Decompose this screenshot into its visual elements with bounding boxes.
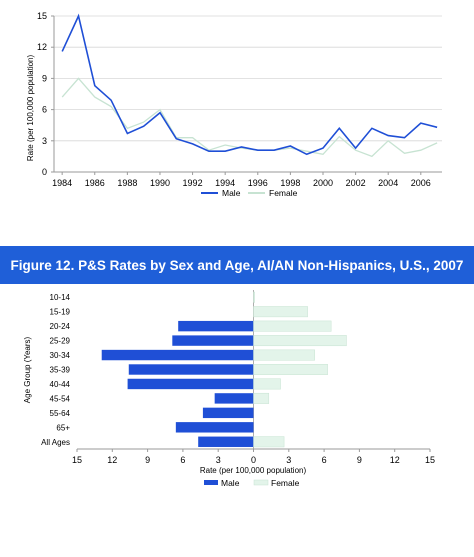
bar-female bbox=[253, 349, 315, 361]
bar-female bbox=[253, 378, 281, 390]
category-label: 45-54 bbox=[50, 394, 71, 403]
bar-male bbox=[172, 335, 254, 346]
series-line-male bbox=[61, 13, 438, 156]
x-tick-label: 9 bbox=[357, 455, 362, 465]
category-label: 10-14 bbox=[50, 293, 71, 302]
line-chart-y-axis-label: Rate (per 100,000 population) bbox=[26, 55, 35, 162]
legend-label-male: Male bbox=[222, 188, 241, 198]
x-tick-label: 6 bbox=[180, 455, 185, 465]
line-chart-gridlines bbox=[54, 15, 442, 142]
category-label: 20-24 bbox=[50, 322, 71, 331]
bar-male bbox=[128, 364, 254, 375]
x-tick-label: 9 bbox=[145, 455, 150, 465]
x-tick-label: 2002 bbox=[346, 178, 366, 188]
x-tick-label: 12 bbox=[107, 455, 117, 465]
legend-label-male: Male bbox=[221, 478, 240, 488]
y-tick-label: 6 bbox=[42, 105, 47, 115]
pyramid-category-labels: 10-14 15-19 20-24 25-29 30-34 35-39 40-44 45-54… bbox=[41, 293, 70, 447]
category-label: 30-34 bbox=[50, 351, 71, 360]
pyramid-legend: Male Female bbox=[204, 478, 300, 488]
legend-swatch-female bbox=[253, 479, 269, 486]
line-chart: 0 3 6 9 12 15 1984 1986 1988 1990 1992 1994 1996 199… bbox=[26, 11, 442, 198]
legend-label-female: Female bbox=[271, 478, 300, 488]
bar-female bbox=[253, 320, 332, 332]
category-label: 40-44 bbox=[50, 380, 71, 389]
bar-male bbox=[202, 407, 254, 419]
y-tick-label: 0 bbox=[42, 167, 47, 177]
x-tick-label: 6 bbox=[322, 455, 327, 465]
population-pyramid-chart: 10-14 15-19 20-24 25-29 30-34 35-39 40-44 45-54… bbox=[23, 290, 435, 488]
x-tick-label: 1984 bbox=[52, 178, 72, 188]
line-chart-x-ticks: 1984 1986 1988 1990 1992 1994 1996 1998 2000 2002… bbox=[52, 172, 431, 188]
bar-male bbox=[101, 349, 254, 361]
pyramid-bars bbox=[101, 291, 347, 448]
bar-female bbox=[253, 364, 328, 375]
legend-label-female: Female bbox=[269, 188, 298, 198]
x-tick-label: 3 bbox=[286, 455, 291, 465]
x-tick-label: 2000 bbox=[313, 178, 333, 188]
line-chart-legend: Male Female bbox=[201, 188, 298, 198]
bar-male bbox=[175, 422, 254, 433]
category-label: 15-19 bbox=[50, 308, 71, 317]
legend-swatch-male bbox=[204, 480, 218, 485]
x-tick-label: 12 bbox=[390, 455, 400, 465]
figure-title-background bbox=[0, 246, 474, 284]
x-tick-label: 1996 bbox=[248, 178, 268, 188]
x-tick-label: 3 bbox=[216, 455, 221, 465]
bar-male bbox=[127, 378, 254, 390]
x-tick-label: 1992 bbox=[183, 178, 203, 188]
bar-female bbox=[253, 291, 255, 303]
bar-female bbox=[253, 436, 285, 448]
pyramid-x-ticks: 15 12 9 6 3 0 3 6 9 12 15 bbox=[72, 449, 435, 465]
x-tick-label: 0 bbox=[251, 455, 256, 465]
bar-male bbox=[214, 393, 254, 404]
bar-female bbox=[253, 335, 347, 347]
x-tick-label: 2004 bbox=[378, 178, 398, 188]
x-tick-label: 1998 bbox=[280, 178, 300, 188]
bar-female bbox=[253, 392, 270, 404]
x-tick-label: 15 bbox=[72, 455, 82, 465]
bar-female bbox=[253, 306, 308, 318]
x-tick-label: 1990 bbox=[150, 178, 170, 188]
x-tick-label: 2006 bbox=[411, 178, 431, 188]
y-tick-label: 12 bbox=[37, 42, 47, 52]
category-label: 25-29 bbox=[50, 337, 71, 346]
pyramid-x-axis-label: Rate (per 100,000 population) bbox=[200, 466, 307, 475]
pyramid-y-axis-label: Age Group (Years) bbox=[23, 336, 32, 403]
y-tick-label: 15 bbox=[37, 11, 47, 21]
category-label: 65+ bbox=[56, 423, 70, 432]
y-tick-label: 3 bbox=[42, 136, 47, 146]
y-tick-label: 9 bbox=[42, 73, 47, 83]
x-tick-label: 1986 bbox=[85, 178, 105, 188]
x-tick-label: 1994 bbox=[215, 178, 235, 188]
figure-title-banner: Figure 12. P&S Rates by Sex and Age, AI/… bbox=[0, 246, 474, 284]
series-line-female bbox=[61, 77, 438, 158]
category-label: 55-64 bbox=[50, 409, 71, 418]
x-tick-label: 1988 bbox=[117, 178, 137, 188]
line-chart-y-ticks: 0 3 6 9 12 15 bbox=[37, 11, 54, 177]
bar-male bbox=[178, 320, 254, 332]
x-tick-label: 15 bbox=[425, 455, 435, 465]
bar-male bbox=[198, 436, 254, 447]
figure-title: Figure 12. P&S Rates by Sex and Age, AI/… bbox=[11, 258, 464, 273]
category-label: All Ages bbox=[41, 438, 70, 447]
category-label: 35-39 bbox=[50, 366, 71, 375]
